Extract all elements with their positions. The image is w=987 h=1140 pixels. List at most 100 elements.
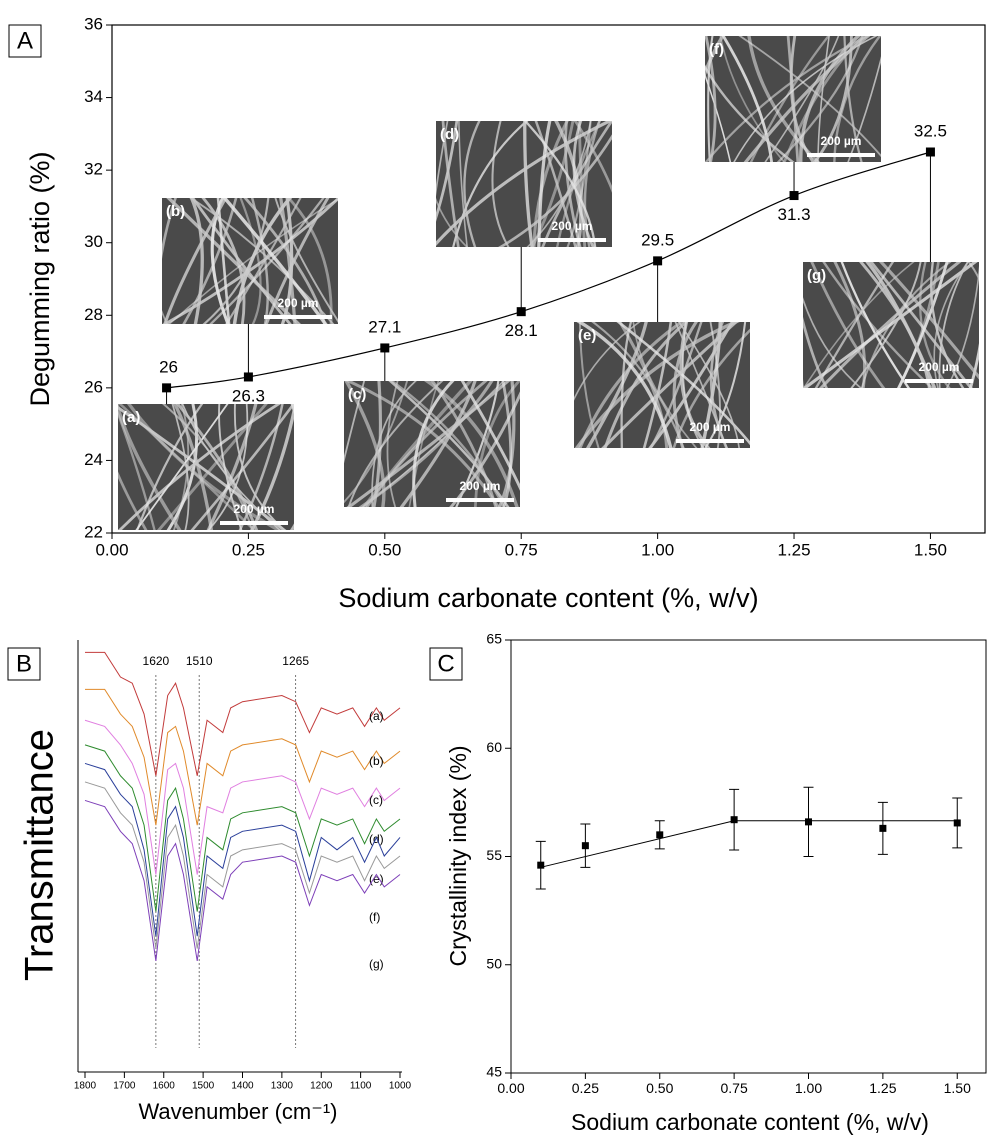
fiber <box>206 404 258 530</box>
fiber <box>118 404 182 530</box>
y-axis-title: Degumming ratio (%) <box>25 151 55 406</box>
fiber <box>618 322 669 448</box>
x-tick-label: 0.50 <box>646 1080 673 1096</box>
sem-inset: (f) 200 µm <box>705 36 881 162</box>
scale-bar <box>538 238 606 242</box>
scale-bar <box>264 315 332 319</box>
fiber <box>700 322 722 448</box>
fiber <box>967 262 979 282</box>
x-axis-title: Sodium carbonate content (%, w/v) <box>571 1109 929 1135</box>
fiber <box>458 121 468 247</box>
fiber <box>574 322 641 401</box>
fiber <box>189 198 204 324</box>
inset-label: (d) <box>440 126 459 143</box>
sem-inset: (a) 200 µm <box>118 404 294 530</box>
scale-bar <box>676 439 744 443</box>
fiber <box>705 36 725 78</box>
fiber <box>162 309 168 324</box>
panel-label: C <box>437 650 454 677</box>
fiber <box>601 322 739 448</box>
fiber <box>386 381 399 507</box>
data-label: 31.3 <box>777 205 810 224</box>
spectrum <box>84 799 401 961</box>
fiber <box>239 198 262 324</box>
inset-label: (a) <box>122 409 140 426</box>
inset-label: (b) <box>166 203 185 220</box>
data-label: 27.1 <box>368 317 401 336</box>
fiber <box>346 381 511 507</box>
data-point <box>380 343 390 353</box>
scale-bar-label: 200 µm <box>821 134 862 148</box>
data-point <box>805 818 812 826</box>
sem-inset: (c) 200 µm <box>344 381 520 507</box>
fiber <box>803 262 978 388</box>
fiber <box>704 322 747 448</box>
x-tick-label: 1.25 <box>777 541 810 560</box>
y-axis-title: Crystallinity index (%) <box>445 745 471 966</box>
fiber <box>620 322 633 448</box>
fiber <box>578 322 600 448</box>
x-tick-label: 1800 <box>74 1081 97 1092</box>
sem-inset: (d) 200 µm <box>436 121 612 247</box>
fiber <box>172 404 190 530</box>
fiber <box>225 198 302 324</box>
series-label: (g) <box>369 957 384 971</box>
fiber <box>436 121 459 222</box>
series-label: (d) <box>369 832 384 846</box>
peak-label: 1265 <box>282 654 309 668</box>
data-point <box>537 861 545 869</box>
fiber <box>530 121 575 247</box>
x-axis-title: Wavenumber (cm⁻¹) <box>138 1099 337 1124</box>
fiber <box>501 381 513 507</box>
data-point <box>243 372 253 382</box>
peak-label: 1620 <box>143 654 170 668</box>
y-tick-label: 34 <box>84 87 103 106</box>
inset-label: (g) <box>807 267 826 284</box>
fiber <box>182 198 238 324</box>
x-tick-label: 0.00 <box>497 1080 524 1096</box>
y-tick-label: 24 <box>84 450 103 469</box>
fiber <box>289 404 294 530</box>
panel-label: A <box>17 27 33 54</box>
fiber <box>118 410 156 530</box>
data-point <box>653 256 663 266</box>
inset-label: (c) <box>348 386 366 403</box>
plot-frame <box>111 24 986 534</box>
data-point <box>789 191 799 201</box>
fiber <box>463 121 481 247</box>
fiber <box>782 36 865 162</box>
fiber <box>436 121 449 197</box>
scale-bar-label: 200 µm <box>690 420 731 434</box>
data-label: 28.1 <box>505 321 538 340</box>
fiber <box>803 262 915 388</box>
fiber <box>173 404 214 530</box>
fiber <box>233 404 287 530</box>
fiber <box>362 381 473 507</box>
scale-bar-label: 200 µm <box>234 502 275 516</box>
x-tick-label: 1700 <box>113 1081 136 1092</box>
series-label: (f) <box>369 910 380 924</box>
fiber <box>156 404 268 530</box>
fiber <box>423 381 519 507</box>
y-tick-label: 28 <box>84 305 103 324</box>
fiber <box>162 198 177 260</box>
fiber <box>344 381 386 507</box>
sem-inset: (g) 200 µm <box>803 262 979 388</box>
x-axis-title: Sodium carbonate content (%, w/v) <box>338 583 758 613</box>
x-tick-label: 1000 <box>389 1081 412 1092</box>
data-point <box>516 307 526 317</box>
x-tick-label: 1.25 <box>869 1080 896 1096</box>
fiber <box>642 322 673 448</box>
fiber <box>733 36 878 162</box>
spectrum <box>84 744 401 912</box>
inset-label: (f) <box>709 41 724 58</box>
fiber <box>344 381 500 507</box>
data-label: 26 <box>159 357 178 376</box>
fiber <box>166 404 199 530</box>
data-point <box>925 147 935 157</box>
fiber <box>286 198 333 324</box>
fiber <box>497 134 612 247</box>
scale-bar-label: 200 µm <box>919 360 960 374</box>
